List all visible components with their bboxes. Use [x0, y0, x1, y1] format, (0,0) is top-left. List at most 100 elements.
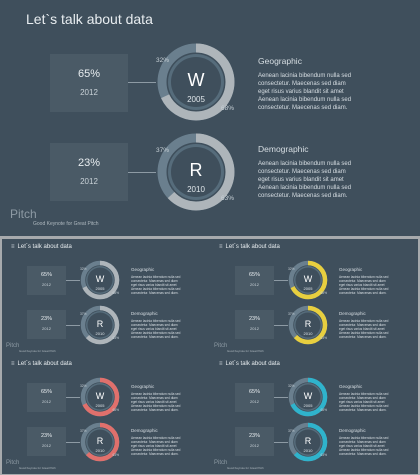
ring-letter: R	[190, 160, 203, 180]
ring-label-start: 32%	[80, 267, 87, 271]
section-body: Aenean lacinia bibendum nulla sed consec…	[131, 436, 181, 456]
slide-title: Let`s talk about data	[26, 11, 153, 27]
ring-label-end: 63%	[320, 453, 327, 457]
ring-year: 2005	[96, 403, 106, 408]
ring-letter: R	[97, 319, 104, 329]
ring-fill	[80, 422, 120, 462]
ring-label-start: 32%	[156, 57, 169, 64]
slide-title: Let`s talk about data	[219, 244, 280, 250]
ring-label-start: 37%	[288, 312, 295, 316]
pitch-logo: Pitch	[214, 460, 228, 466]
ring-fill	[80, 260, 120, 300]
section-heading: Demographic	[258, 144, 309, 154]
ring-letter: W	[96, 391, 105, 401]
section-heading: Geographic	[258, 56, 302, 66]
section-body: Aenean lacinia bibendum nulla sed consec…	[258, 161, 352, 199]
ring-fill	[288, 422, 328, 462]
stat-value: 23%	[40, 433, 52, 439]
ring-label-end: 68%	[320, 408, 327, 412]
section-body: Aenean lacinia bibendum nulla sed consec…	[339, 392, 389, 412]
thumbnail-slide-cyan[interactable]: Let`s talk about data 65% 2012 W 2005 32% 6…	[210, 356, 418, 474]
pitch-logo: Pitch	[10, 207, 37, 221]
main-slide[interactable]: Let`s talk about data 65% 2012 W 2005 32% 6…	[0, 0, 420, 236]
pitch-logo: Pitch	[6, 343, 20, 349]
section-heading: Demographic	[131, 311, 158, 316]
stat-year: 2012	[250, 282, 259, 287]
slide-title: Let`s talk about data	[11, 244, 72, 250]
ring-center	[171, 147, 221, 197]
demographic-text: Demographic Aenean lacinia bibendum null…	[258, 144, 354, 200]
ring-label-end: 63%	[221, 195, 234, 202]
stat-year: 2012	[250, 326, 259, 331]
section-body: Aenean lacinia bibendum nulla sed consec…	[339, 319, 389, 339]
geographic-text: Geographic Aenean lacinia bibendum nulla…	[339, 267, 389, 295]
stat-value: 23%	[248, 433, 260, 439]
pitch-logo: Pitch	[6, 460, 20, 466]
stat-year: 2012	[80, 177, 98, 186]
ring-fill	[80, 305, 120, 345]
ring-fill	[157, 43, 235, 121]
section-heading: Geographic	[339, 384, 363, 389]
ring-label-end: 63%	[112, 453, 119, 457]
ring-center	[87, 384, 113, 410]
thumbnail-slide-yellow[interactable]: Let`s talk about data 65% 2012 W 2005 32% 6…	[210, 239, 418, 357]
ring-label-end: 68%	[320, 291, 327, 295]
pitch-logo: Pitch	[214, 343, 228, 349]
tagline: Good Keynote for Great Pitch	[227, 349, 264, 353]
divider	[128, 172, 156, 173]
ring-center	[295, 312, 321, 338]
ring-label-start: 32%	[288, 384, 295, 388]
thumbnail-slide-gray[interactable]: Let`s talk about data 65% 2012 W 2005 32% 6…	[2, 239, 210, 357]
ring-center	[87, 267, 113, 293]
divider	[274, 442, 288, 443]
stat-box-geographic: 65% 2012	[27, 383, 66, 412]
tagline: Good Keynote for Great Pitch	[227, 466, 264, 470]
ring-year: 2005	[304, 403, 314, 408]
divider	[66, 325, 80, 326]
stat-value: 23%	[248, 316, 260, 322]
tagline: Good Keynote for Great Pitch	[33, 221, 99, 227]
geographic-text: Geographic Aenean lacinia bibendum nulla…	[131, 384, 181, 412]
stat-box-demographic: 23% 2012	[27, 427, 66, 456]
ring-chart-geographic: W 2005 32% 68%	[80, 260, 120, 300]
section-heading: Demographic	[339, 311, 366, 316]
ring-label-end: 68%	[221, 105, 234, 112]
section-body: Aenean lacinia bibendum nulla sed consec…	[131, 275, 181, 295]
ring-center	[171, 57, 221, 107]
ring-center	[87, 429, 113, 455]
slide-title: Let`s talk about data	[219, 361, 280, 367]
stat-year: 2012	[250, 443, 259, 448]
section-body: Aenean lacinia bibendum nulla sed consec…	[339, 275, 389, 295]
ring-center	[87, 312, 113, 338]
stat-year: 2012	[42, 282, 51, 287]
stat-value: 65%	[40, 389, 52, 395]
ring-center	[295, 267, 321, 293]
ring-chart-geographic: W 2005 32% 68%	[288, 260, 328, 300]
ring-label-end: 68%	[112, 291, 119, 295]
demographic-text: Demographic Aenean lacinia bibendum null…	[339, 311, 389, 339]
ring-label-start: 32%	[80, 384, 87, 388]
ring-fill	[288, 305, 328, 345]
stat-year: 2012	[42, 326, 51, 331]
ring-letter: R	[305, 319, 312, 329]
ring-label-start: 32%	[288, 267, 295, 271]
ring-year: 2010	[304, 331, 314, 336]
ring-year: 2005	[304, 286, 314, 291]
stat-value: 65%	[77, 68, 101, 80]
divider	[128, 82, 156, 83]
tagline: Good Keynote for Great Pitch	[19, 349, 56, 353]
ring-label-end: 63%	[112, 336, 119, 340]
thumbnail-slide-red[interactable]: Let`s talk about data 65% 2012 W 2005 32% 6…	[2, 356, 210, 474]
ring-fill	[288, 377, 328, 417]
ring-chart-geographic: W 2005 32% 68%	[288, 377, 328, 417]
ring-letter: W	[96, 274, 105, 284]
ring-letter: R	[305, 436, 312, 446]
geographic-text: Geographic Aenean lacinia bibendum nulla…	[258, 56, 354, 112]
ring-year: 2005	[187, 95, 205, 104]
ring-letter: W	[304, 391, 313, 401]
section-heading: Geographic	[131, 384, 155, 389]
stat-value: 65%	[248, 272, 260, 278]
stat-box-geographic: 65% 2012	[235, 266, 274, 295]
demographic-text: Demographic Aenean lacinia bibendum null…	[131, 311, 181, 339]
divider	[274, 280, 288, 281]
